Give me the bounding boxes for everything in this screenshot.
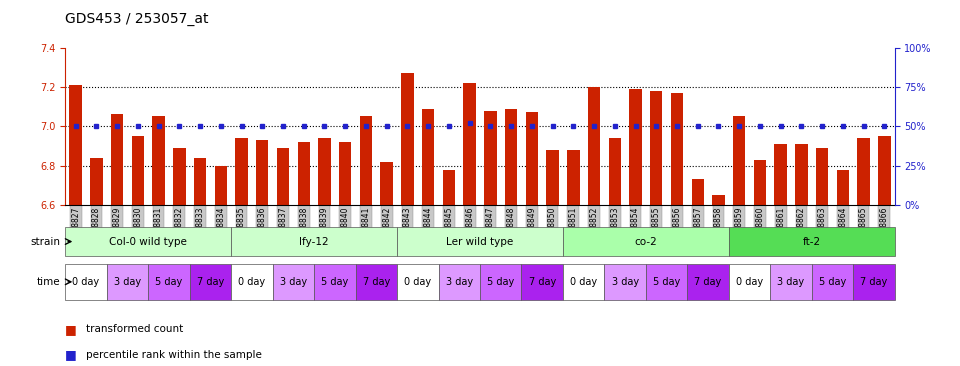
- Bar: [729, 264, 770, 300]
- Bar: [65, 264, 107, 300]
- Bar: [65, 227, 231, 256]
- Bar: [319, 138, 330, 205]
- Bar: [355, 264, 397, 300]
- Bar: [484, 111, 496, 205]
- Text: 7 day: 7 day: [197, 277, 224, 287]
- Bar: [190, 264, 231, 300]
- Bar: [422, 109, 434, 205]
- Bar: [339, 142, 351, 205]
- Text: 0 day: 0 day: [570, 277, 597, 287]
- Bar: [853, 264, 895, 300]
- Bar: [231, 264, 273, 300]
- Bar: [173, 148, 185, 205]
- Text: 5 day: 5 day: [487, 277, 515, 287]
- Text: 3 day: 3 day: [612, 277, 638, 287]
- Text: GDS453 / 253057_at: GDS453 / 253057_at: [65, 12, 208, 26]
- Text: ■: ■: [65, 323, 77, 336]
- Text: Ler wild type: Ler wild type: [446, 236, 514, 247]
- Bar: [546, 150, 559, 205]
- Text: 3 day: 3 day: [778, 277, 804, 287]
- Bar: [132, 136, 144, 205]
- Text: ft-2: ft-2: [803, 236, 821, 247]
- Bar: [857, 138, 870, 205]
- Bar: [439, 264, 480, 300]
- Bar: [256, 140, 269, 205]
- Bar: [397, 264, 439, 300]
- Bar: [795, 144, 807, 205]
- Bar: [687, 264, 729, 300]
- Bar: [605, 264, 646, 300]
- Bar: [397, 227, 563, 256]
- Bar: [69, 85, 82, 205]
- Bar: [775, 144, 787, 205]
- Bar: [588, 87, 600, 205]
- Bar: [194, 158, 206, 205]
- Text: Col-0 wild type: Col-0 wild type: [109, 236, 187, 247]
- Text: lfy-12: lfy-12: [300, 236, 329, 247]
- Bar: [526, 112, 538, 205]
- Bar: [671, 93, 684, 205]
- Bar: [111, 115, 123, 205]
- Bar: [878, 136, 891, 205]
- Bar: [153, 116, 165, 205]
- Bar: [90, 158, 103, 205]
- Text: 7 day: 7 day: [860, 277, 888, 287]
- Text: 7 day: 7 day: [694, 277, 722, 287]
- Text: co-2: co-2: [635, 236, 658, 247]
- Text: strain: strain: [31, 236, 60, 247]
- Text: 5 day: 5 day: [653, 277, 681, 287]
- Text: 0 day: 0 day: [238, 277, 266, 287]
- Text: 7 day: 7 day: [529, 277, 556, 287]
- Bar: [650, 91, 662, 205]
- Bar: [563, 227, 729, 256]
- Bar: [314, 264, 355, 300]
- Text: ■: ■: [65, 348, 77, 362]
- Bar: [235, 138, 248, 205]
- Bar: [837, 169, 849, 205]
- Text: 0 day: 0 day: [736, 277, 763, 287]
- Bar: [691, 179, 704, 205]
- Bar: [148, 264, 190, 300]
- Bar: [380, 162, 393, 205]
- Bar: [298, 142, 310, 205]
- Text: percentile rank within the sample: percentile rank within the sample: [86, 350, 262, 360]
- Bar: [464, 83, 476, 205]
- Text: time: time: [36, 277, 60, 287]
- Text: 3 day: 3 day: [445, 277, 473, 287]
- Text: transformed count: transformed count: [86, 324, 183, 335]
- Text: 3 day: 3 day: [114, 277, 141, 287]
- Bar: [770, 264, 812, 300]
- Bar: [521, 264, 563, 300]
- Bar: [646, 264, 687, 300]
- Bar: [754, 160, 766, 205]
- Bar: [107, 264, 148, 300]
- Bar: [443, 169, 455, 205]
- Bar: [609, 138, 621, 205]
- Bar: [360, 116, 372, 205]
- Bar: [401, 73, 414, 205]
- Bar: [480, 264, 521, 300]
- Bar: [273, 264, 314, 300]
- Text: 3 day: 3 day: [279, 277, 307, 287]
- Bar: [563, 264, 605, 300]
- Text: 5 day: 5 day: [322, 277, 348, 287]
- Bar: [712, 195, 725, 205]
- Bar: [630, 89, 641, 205]
- Text: 0 day: 0 day: [404, 277, 431, 287]
- Bar: [567, 150, 580, 205]
- Bar: [276, 148, 289, 205]
- Bar: [729, 227, 895, 256]
- Bar: [812, 264, 853, 300]
- Text: 0 day: 0 day: [72, 277, 100, 287]
- Text: 7 day: 7 day: [363, 277, 390, 287]
- Text: 5 day: 5 day: [819, 277, 846, 287]
- Bar: [215, 166, 227, 205]
- Bar: [733, 116, 745, 205]
- Bar: [816, 148, 828, 205]
- Text: 5 day: 5 day: [156, 277, 182, 287]
- Bar: [505, 109, 517, 205]
- Bar: [231, 227, 397, 256]
